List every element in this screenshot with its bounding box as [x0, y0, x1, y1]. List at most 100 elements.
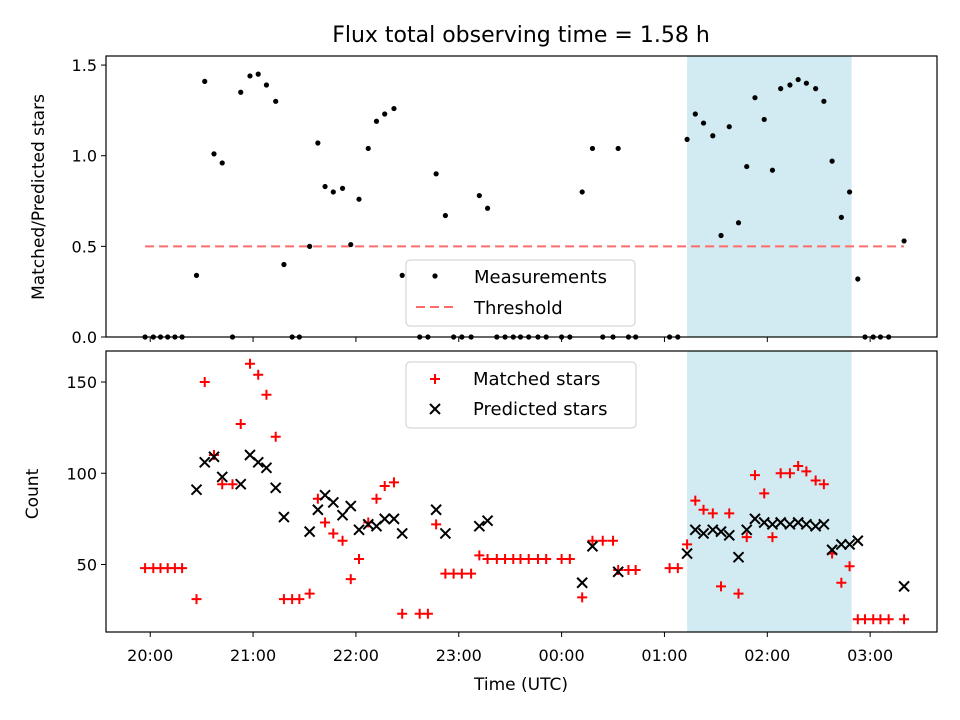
measurement-point: [263, 82, 270, 88]
matched-star-point: [208, 450, 219, 461]
measurement-point: [710, 133, 716, 139]
predicted-star-point: [235, 478, 247, 490]
top-legend: Measurements Threshold: [405, 259, 636, 327]
matched-star-point: [482, 554, 493, 565]
matched-star-point: [698, 504, 709, 515]
measurement-point: [484, 205, 491, 211]
predicted-star-point: [715, 525, 727, 538]
matched-star-point: [844, 561, 855, 572]
legend-threshold-label: Threshold: [473, 298, 563, 319]
measurement-point: [356, 196, 362, 202]
matched-star-point: [456, 568, 467, 579]
predicted-star-point: [208, 451, 220, 463]
matched-star-point: [244, 358, 255, 369]
x-tick-label: 03:00: [847, 646, 893, 665]
predicted-star-point: [697, 527, 710, 540]
matched-star-point: [775, 468, 786, 479]
matched-star-point: [749, 470, 760, 481]
bottom-plot-frame: [105, 350, 938, 633]
measurement-point: [281, 261, 287, 268]
measurement-point: [744, 163, 750, 170]
measurement-point: [238, 89, 244, 95]
measurement-point: [803, 80, 809, 86]
measurement-point: [684, 136, 690, 142]
bottom-y-axis-label: Count: [23, 468, 43, 519]
measurement-point: [273, 98, 279, 104]
measurement-point: [813, 86, 819, 92]
measurement-point: [761, 116, 767, 123]
matched-star-point: [337, 535, 348, 546]
matched-star-point: [431, 519, 442, 530]
measurement-point: [476, 192, 482, 199]
y-tick-label: 0.0: [72, 328, 97, 347]
matched-star-point: [328, 528, 339, 539]
predicted-star-point: [792, 516, 804, 529]
matched-star-point: [767, 532, 778, 543]
predicted-star-point: [278, 511, 290, 523]
bottom-legend-box: [405, 361, 637, 429]
measurement-point: [322, 183, 328, 190]
measurement-point: [787, 82, 793, 88]
predicted-star-point: [345, 500, 357, 512]
matched-star-point: [741, 532, 752, 543]
measurement-point: [855, 276, 861, 282]
matched-star-point: [613, 564, 624, 575]
bottom-y-ticks: 50 100 150: [66, 373, 106, 574]
measurements-points: [142, 71, 907, 340]
measurement-point: [769, 167, 776, 173]
predicted-star-point: [473, 520, 486, 532]
predicted-star-point: [396, 527, 408, 540]
predicted-star-point: [327, 496, 339, 509]
bottom-x-ticks: 20:00 21:00 22:00 23:00 00:00 01:00 02:00 03:00: [127, 632, 893, 665]
top-x-ticks: [149, 337, 871, 342]
measurement-point: [247, 73, 253, 79]
matched-star-point: [253, 369, 264, 380]
matched-star-point: [345, 574, 356, 585]
matched-star-point: [793, 460, 804, 471]
predicted-star-point: [312, 504, 324, 516]
matched-star-point: [270, 431, 281, 442]
x-tick-label: 00:00: [539, 646, 585, 665]
predicted-star-point: [835, 538, 848, 551]
predicted-star-point: [749, 513, 761, 525]
matched-star-point: [724, 508, 735, 519]
top-plot-frame: [105, 55, 938, 338]
predicted-star-point: [586, 540, 599, 552]
predicted-star-point: [612, 566, 624, 578]
x-tick-label: 01:00: [641, 646, 687, 665]
matched-star-point: [759, 488, 770, 499]
predicted-star-point: [379, 513, 391, 525]
matched-star-point: [379, 481, 390, 492]
matched-star-point: [716, 581, 727, 592]
legend-predicted-stars-marker: [429, 403, 441, 415]
matched-star-point: [587, 535, 598, 546]
y-tick-label: 0.5: [72, 237, 97, 256]
predicted-stars-points: [190, 449, 910, 593]
top-legend-box: [405, 259, 636, 327]
bottom-panel: 50 100 150 20:00 21:00 22:00 23:00 00:00 01:00 0…: [23, 350, 938, 695]
measurement-point: [700, 120, 707, 126]
y-tick-label: 100: [66, 464, 97, 483]
matched-star-point: [235, 418, 246, 429]
measurement-point: [615, 145, 621, 152]
predicted-star-point: [818, 518, 830, 531]
bottom-legend: Matched stars Predicted stars: [405, 361, 637, 429]
matched-star-point: [466, 568, 477, 579]
top-panel: Flux total observing time = 1.58 h 0.0 0.…: [29, 23, 938, 347]
predicted-star-point: [303, 525, 316, 538]
x-tick-label: 20:00: [127, 646, 173, 665]
predicted-star-point: [199, 456, 211, 469]
matched-star-point: [899, 614, 910, 625]
top-chart-title: Flux total observing time = 1.58 h: [332, 23, 710, 48]
legend-matched-stars-marker: [430, 374, 440, 384]
legend-predicted-stars-label: Predicted stars: [473, 399, 607, 420]
matched-star-point: [672, 563, 683, 574]
matched-star-point: [690, 495, 701, 506]
predicted-star-point: [723, 529, 735, 541]
bottom-shaded-interval: [687, 351, 852, 632]
matched-star-point: [577, 592, 588, 603]
predicted-star-point: [576, 577, 588, 589]
matched-star-point: [199, 377, 210, 388]
matched-star-point: [397, 608, 408, 619]
